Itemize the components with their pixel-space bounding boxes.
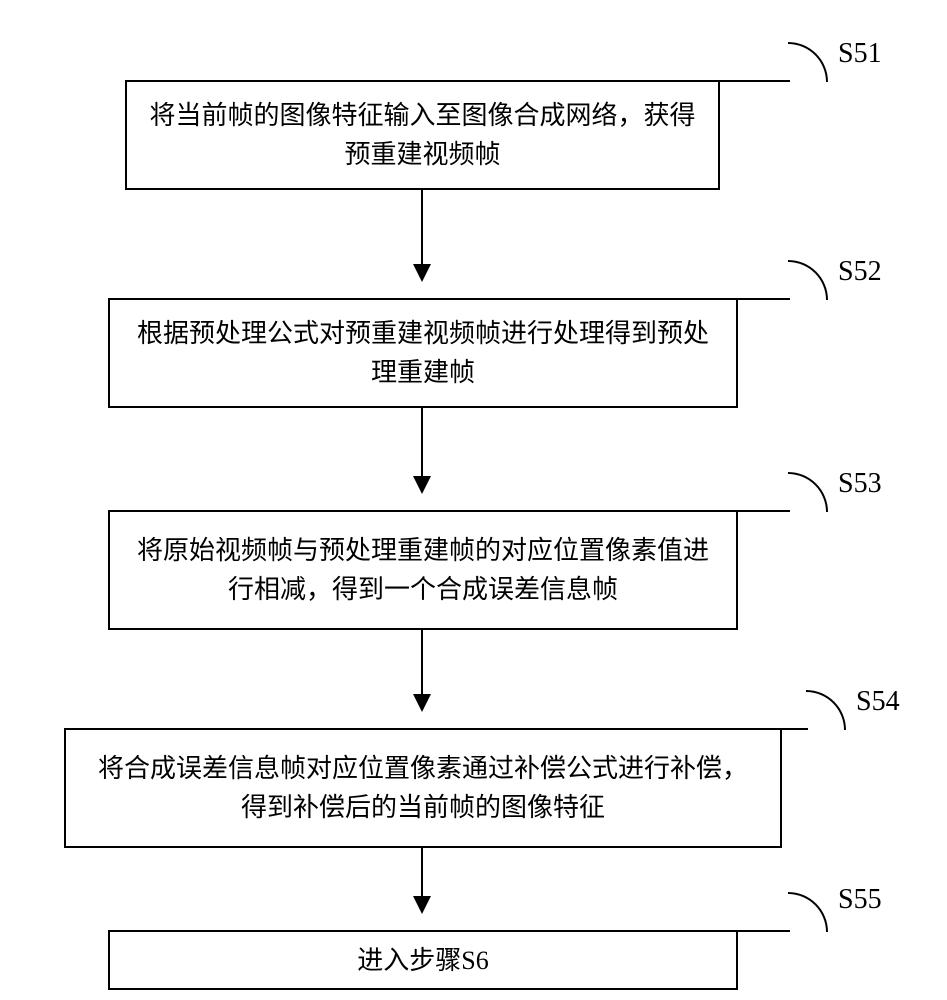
leader-s53 <box>738 472 848 522</box>
label-s55: S55 <box>838 884 882 916</box>
node-s53-text: 将原始视频帧与预处理重建帧的对应位置像素值进行相减，得到一个合成误差信息帧 <box>130 531 716 609</box>
flowchart-canvas: 将当前帧的图像特征输入至图像合成网络，获得预重建视频帧 S51 根据预处理公式对… <box>0 0 947 1000</box>
node-s52-text: 根据预处理公式对预重建视频帧进行处理得到预处理重建帧 <box>130 314 716 392</box>
edge-s54-s55 <box>421 848 423 912</box>
edge-s52-s53 <box>421 408 423 492</box>
label-s51: S51 <box>838 38 882 70</box>
node-s54: 将合成误差信息帧对应位置像素通过补偿公式进行补偿，得到补偿后的当前帧的图像特征 <box>64 728 782 848</box>
node-s54-text: 将合成误差信息帧对应位置像素通过补偿公式进行补偿，得到补偿后的当前帧的图像特征 <box>86 749 760 827</box>
leader-s55 <box>738 892 848 942</box>
node-s52: 根据预处理公式对预重建视频帧进行处理得到预处理重建帧 <box>108 298 738 408</box>
label-s52: S52 <box>838 256 882 288</box>
leader-s51 <box>720 42 840 92</box>
node-s55: 进入步骤S6 <box>108 930 738 990</box>
node-s51-text: 将当前帧的图像特征输入至图像合成网络，获得预重建视频帧 <box>147 96 698 174</box>
node-s53: 将原始视频帧与预处理重建帧的对应位置像素值进行相减，得到一个合成误差信息帧 <box>108 510 738 630</box>
label-s53: S53 <box>838 468 882 500</box>
label-s54: S54 <box>856 686 900 718</box>
leader-s52 <box>738 260 848 310</box>
node-s55-text: 进入步骤S6 <box>357 941 488 980</box>
edge-s53-s54 <box>421 630 423 710</box>
edge-s51-s52 <box>421 190 423 280</box>
node-s51: 将当前帧的图像特征输入至图像合成网络，获得预重建视频帧 <box>125 80 720 190</box>
